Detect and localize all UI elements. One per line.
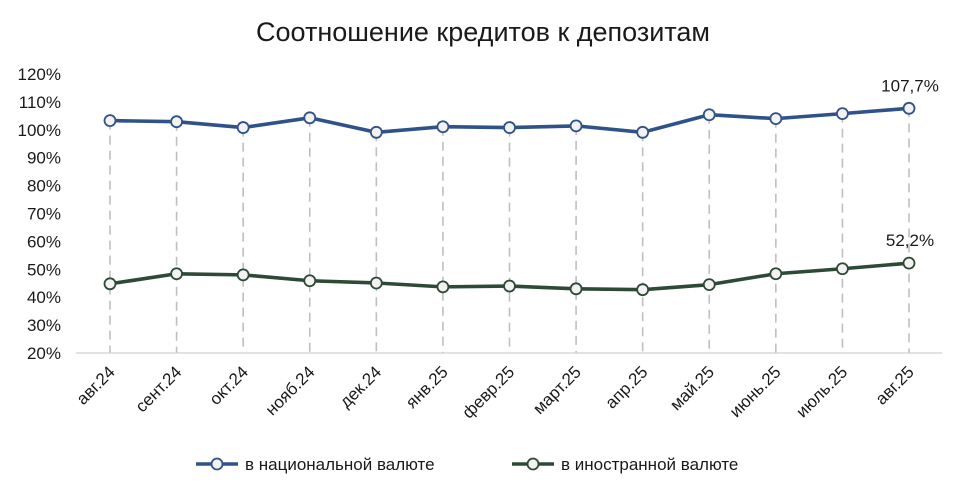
data-point <box>103 277 117 291</box>
chart-title: Соотношение кредитов к депозитам <box>256 17 710 47</box>
data-point <box>103 114 117 127</box>
data-point <box>236 121 250 134</box>
data-point <box>836 262 849 276</box>
data-point <box>170 267 183 281</box>
series-layer <box>103 101 916 297</box>
data-point <box>902 101 916 115</box>
x-tick-label: февр.25 <box>459 362 519 422</box>
legend-swatch-marker <box>210 457 224 471</box>
y-tick-label: 20% <box>27 344 61 363</box>
x-tick-label: март.25 <box>529 362 585 418</box>
data-point <box>503 279 516 293</box>
legend: в национальной валюте в иностранной валют… <box>196 455 738 474</box>
data-point <box>170 115 183 129</box>
x-tick-label: авг.25 <box>872 362 918 408</box>
y-tick-label: 90% <box>27 149 61 168</box>
y-tick-label: 40% <box>27 288 61 307</box>
y-tick-label: 60% <box>27 232 61 251</box>
y-tick-labels: 20% 30% 40% 50% 60% 70% 80% 90% 100% 110% 120% <box>18 65 61 363</box>
y-tick-label: 50% <box>27 260 61 279</box>
y-tick-label: 30% <box>27 316 61 335</box>
data-point <box>836 107 849 121</box>
x-tick-label: апр.25 <box>601 362 651 412</box>
data-point <box>636 125 650 139</box>
legend-item-1: в иностранной валюте <box>512 455 738 474</box>
x-tick-labels: авг.24 сент.24 окт.24 нояб.24 дек.24 янв.25 фе… <box>73 362 918 422</box>
data-point <box>769 112 783 126</box>
data-point <box>236 268 250 282</box>
data-point <box>503 121 516 134</box>
legend-label: в иностранной валюте <box>561 455 738 474</box>
data-point <box>702 278 716 292</box>
legend-label: в национальной валюте <box>245 455 435 474</box>
y-tick-label: 70% <box>27 205 61 224</box>
data-point <box>636 283 650 297</box>
data-point <box>769 267 783 281</box>
data-point <box>303 111 317 125</box>
data-point <box>902 256 916 270</box>
data-point <box>436 120 450 134</box>
data-labels: 107,7% 52,2% <box>881 76 939 250</box>
data-point <box>369 125 383 139</box>
x-tick-label: авг.24 <box>73 362 119 408</box>
vertical-gridlines <box>109 108 910 353</box>
data-point <box>303 274 317 288</box>
legend-item-0: в национальной валюте <box>196 455 435 474</box>
data-point <box>569 119 583 133</box>
x-tick-label: янв.25 <box>402 362 452 412</box>
y-tick-label: 100% <box>18 121 61 140</box>
legend-swatch-marker <box>526 457 540 471</box>
y-tick-label: 110% <box>19 93 61 112</box>
x-tick-label: дек.24 <box>336 362 385 411</box>
x-tick-label: июль.25 <box>792 362 851 421</box>
data-point <box>436 280 450 294</box>
data-point <box>702 108 716 122</box>
x-tick-label: сент.24 <box>132 362 186 416</box>
x-tick-label: июнь.25 <box>726 362 785 421</box>
data-point <box>569 282 583 296</box>
data-point <box>369 276 383 290</box>
x-tick-label: май.25 <box>666 362 718 414</box>
x-tick-label: окт.24 <box>206 362 252 408</box>
data-label: 52,2% <box>886 231 934 250</box>
x-tick-label: нояб.24 <box>262 362 319 419</box>
y-tick-label: 80% <box>27 177 61 196</box>
y-tick-label: 120% <box>18 65 61 84</box>
data-label: 107,7% <box>881 76 939 95</box>
